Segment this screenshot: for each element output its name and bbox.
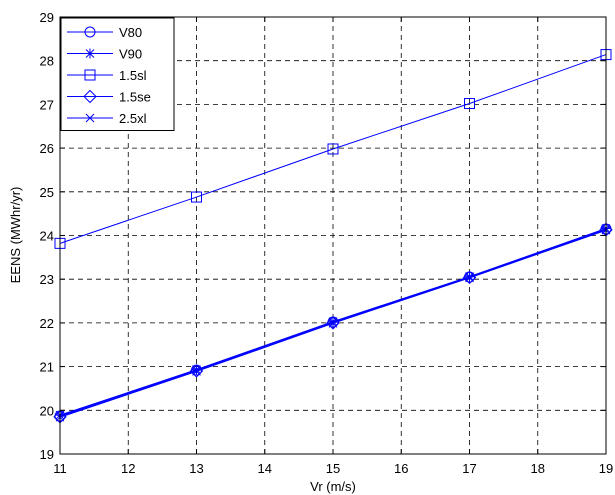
y-tick-label: 22 (40, 316, 54, 331)
legend-marker-1-5sl (84, 69, 96, 81)
x-tick-label: 19 (599, 461, 613, 476)
x-tick-label: 17 (462, 461, 476, 476)
y-tick-label: 26 (40, 141, 54, 156)
x-tick-label: 13 (189, 461, 203, 476)
legend-box (60, 17, 175, 131)
y-tick-labels: 19 20 21 22 23 24 25 26 27 28 29 (40, 10, 54, 462)
x-tick-labels: 11 12 13 14 15 16 17 18 19 (53, 461, 613, 476)
data-point-v90 (328, 316, 338, 327)
data-point-v90 (464, 271, 475, 282)
y-axis-label: EENS (MWhr/yr) (8, 187, 23, 284)
data-point-1-5se (326, 316, 340, 330)
data-point-1-5sl (327, 143, 339, 155)
x-tick-label: 18 (531, 461, 545, 476)
x-tick-label: 14 (258, 461, 272, 476)
y-tick-label: 29 (40, 10, 54, 25)
data-point-1-5sl (464, 98, 475, 110)
legend-label-2-5xl: 2.5xl (119, 111, 147, 126)
legend-marker-2-5xl (85, 113, 95, 123)
x-tick-label: 11 (53, 461, 67, 476)
y-tick-label: 28 (40, 54, 54, 69)
data-point-1-5se (189, 364, 204, 378)
legend-marker-v80 (84, 26, 96, 38)
data-point-2-5xl (465, 273, 474, 283)
y-tick-label: 20 (40, 403, 54, 418)
y-tick-label: 27 (40, 97, 54, 112)
x-tick-label: 15 (326, 461, 340, 476)
y-tick-label: 24 (40, 229, 54, 244)
series-line-1-5sl (59, 54, 607, 244)
data-point-1-5sl (191, 191, 202, 203)
legend-label-1-5sl: 1.5sl (119, 68, 147, 83)
x-axis-label: Vr (m/s) (310, 479, 356, 494)
legend: V80 V90 1.5sl 1.5se 2.5xl (60, 17, 175, 131)
legend-marker-v90 (85, 48, 95, 59)
legend-label-v80: V80 (119, 25, 142, 40)
legend-label-v90: V90 (119, 47, 142, 62)
y-tick-label: 23 (40, 272, 54, 287)
data-point-v90 (191, 364, 202, 375)
legend-marker-1-5se (83, 89, 97, 104)
legend-label-1-5se: 1.5se (119, 90, 151, 105)
data-point-2-5xl (328, 318, 338, 328)
y-tick-label: 19 (40, 447, 54, 462)
data-point-2-5xl (192, 367, 201, 376)
data-point-1-5se (462, 270, 477, 285)
x-tick-label: 12 (121, 461, 135, 476)
y-tick-label: 21 (40, 360, 54, 375)
y-tick-label: 25 (40, 185, 54, 200)
x-tick-label: 16 (394, 461, 408, 476)
